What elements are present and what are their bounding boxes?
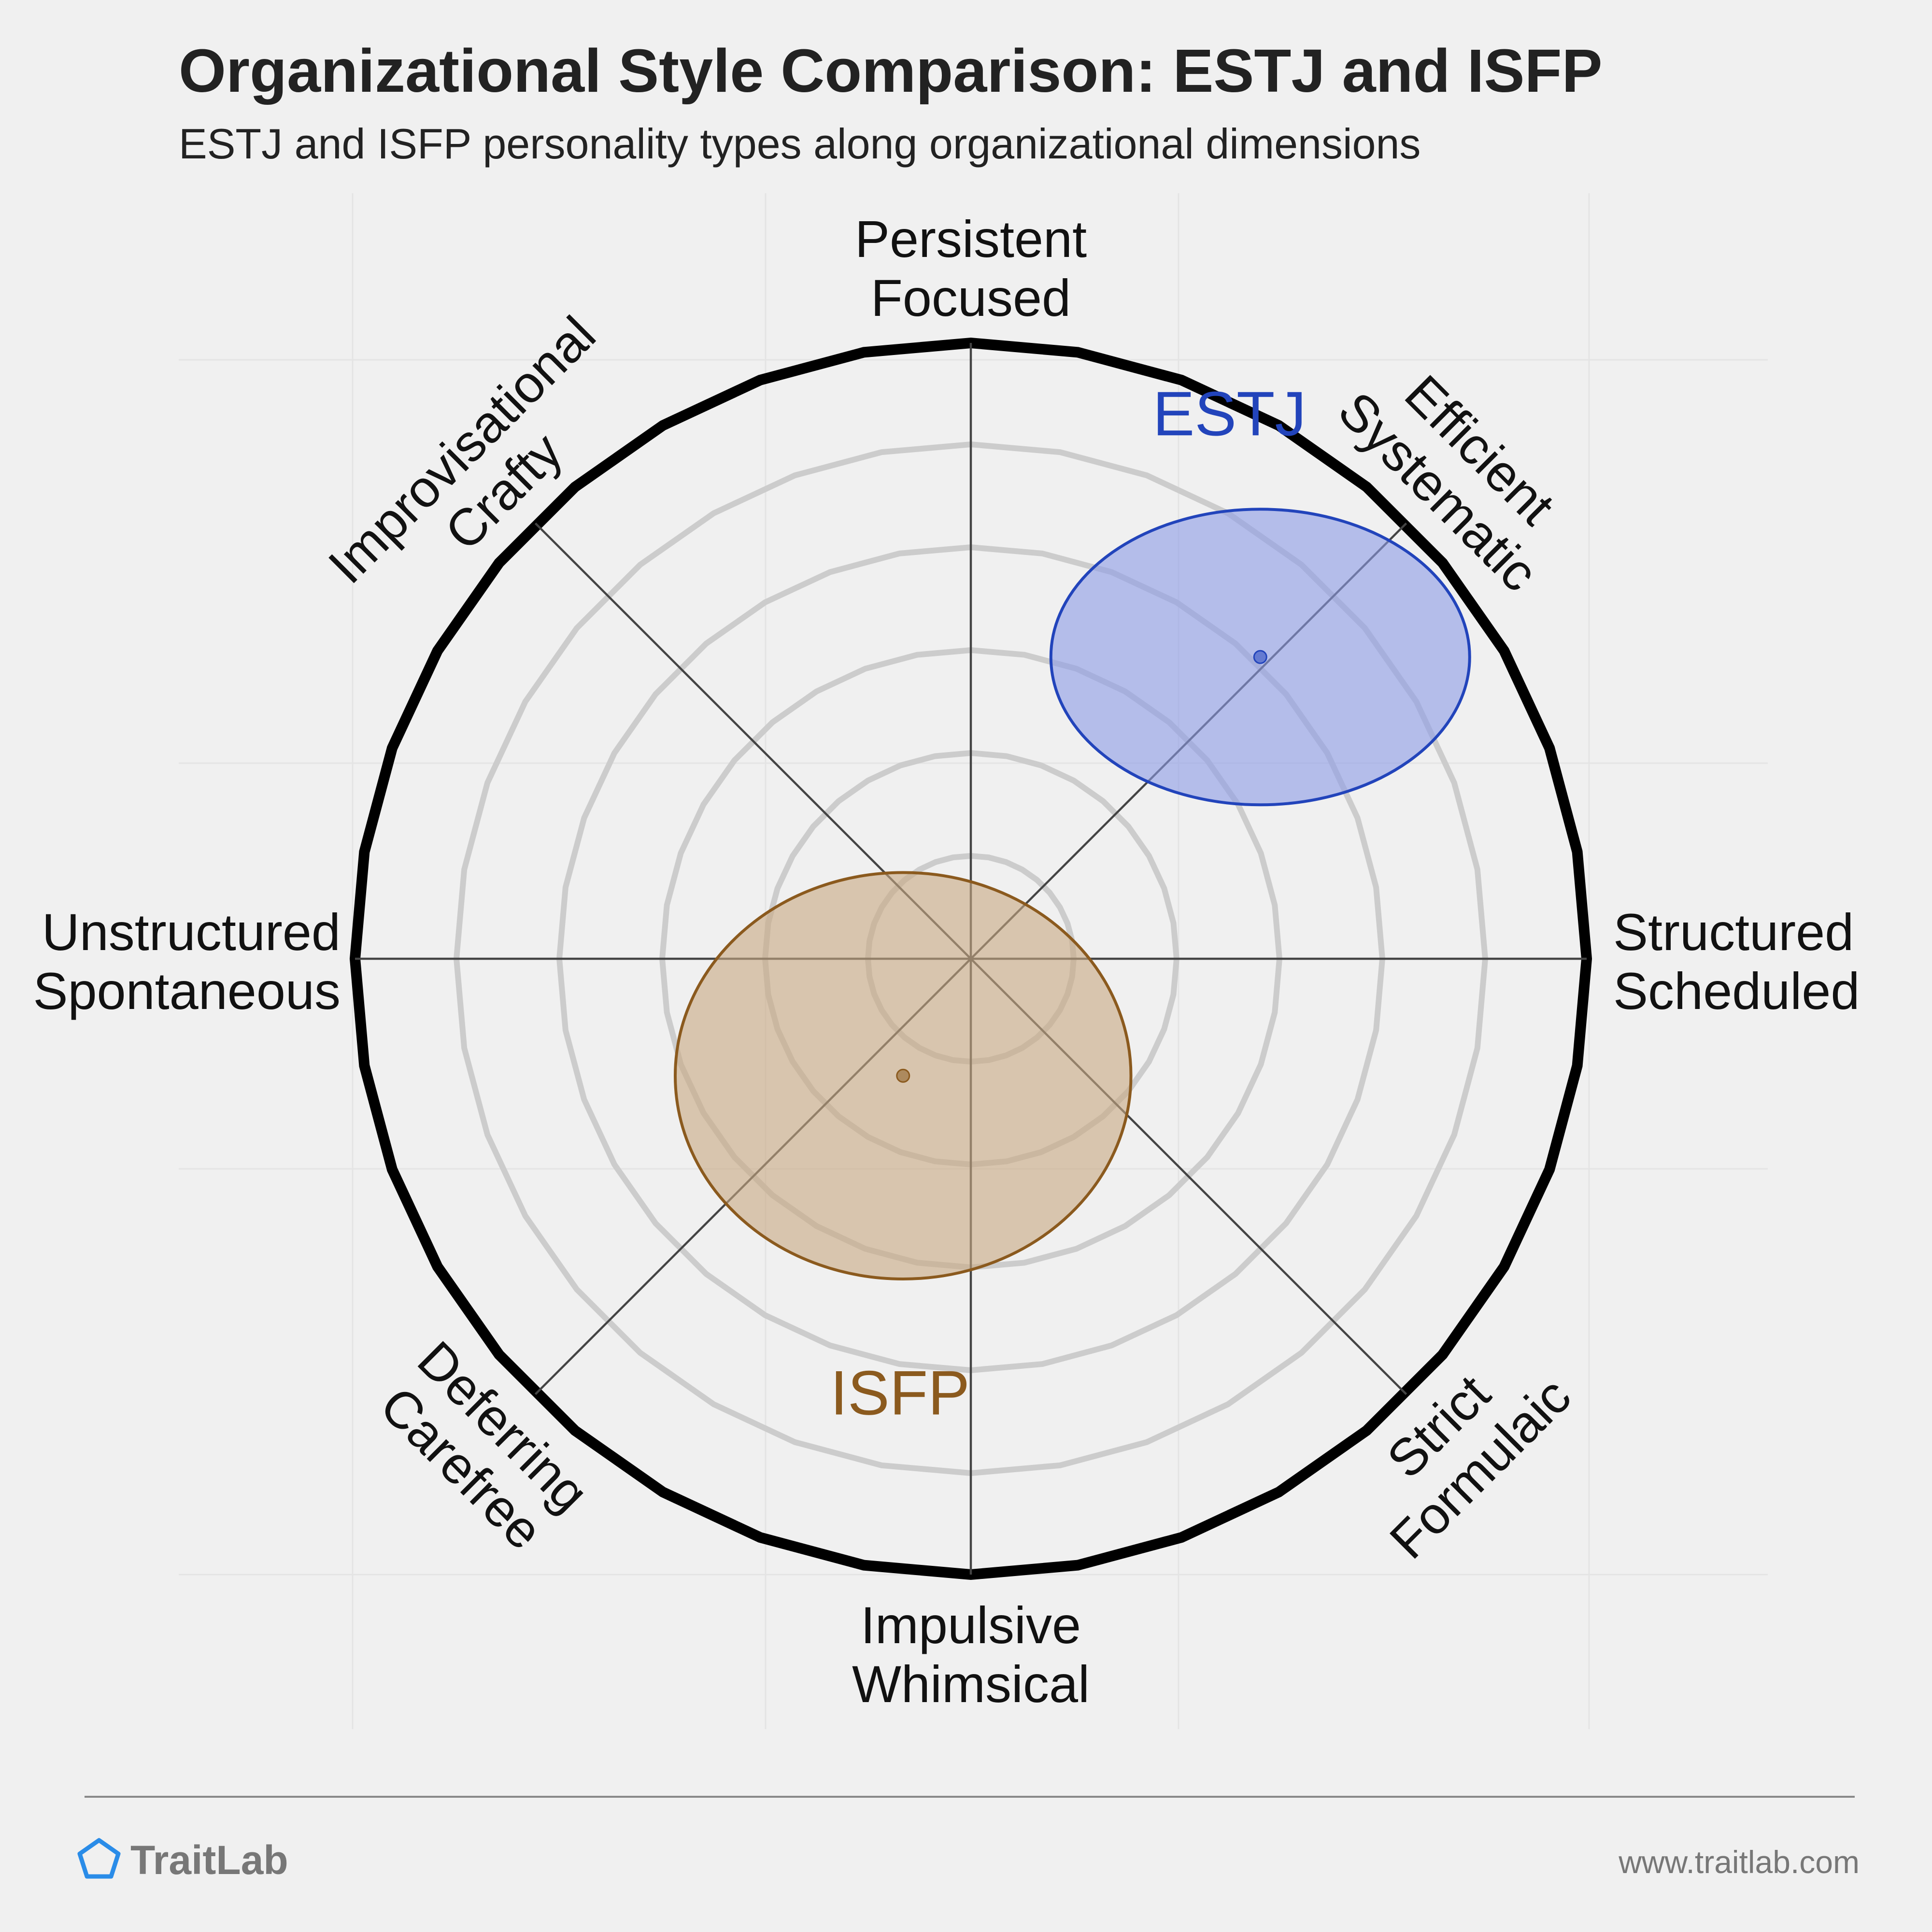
axis-label-text: Scheduled — [1613, 962, 1860, 1020]
type-regions: ESTJ ISFP — [674, 378, 1471, 1428]
traitlab-logo[interactable]: TraitLab — [77, 1837, 288, 1883]
axis-label-text: Whimsical — [852, 1655, 1090, 1713]
axis-label-text: Unstructured — [42, 903, 341, 961]
estj-label: ESTJ — [1153, 378, 1307, 449]
axis-label-text: Structured — [1613, 903, 1854, 961]
isfp-label: ISFP — [830, 1358, 970, 1428]
chart-title: Organizational Style Comparison: ESTJ an… — [179, 37, 1603, 105]
footer-url[interactable]: www.traitlab.com — [1618, 1844, 1860, 1880]
axis-label-text: Spontaneous — [33, 962, 341, 1020]
axis-label-text: Persistent — [855, 210, 1087, 268]
pentagon-icon — [77, 1838, 121, 1879]
chart-subtitle: ESTJ and ISFP personality types along or… — [179, 120, 1421, 168]
footer-brand: TraitLab — [130, 1837, 288, 1883]
axis-label-text: Focused — [871, 269, 1071, 327]
isfp-center-point — [896, 1068, 910, 1083]
axis-label-text: Impulsive — [861, 1596, 1081, 1654]
estj-center-point — [1253, 650, 1267, 664]
